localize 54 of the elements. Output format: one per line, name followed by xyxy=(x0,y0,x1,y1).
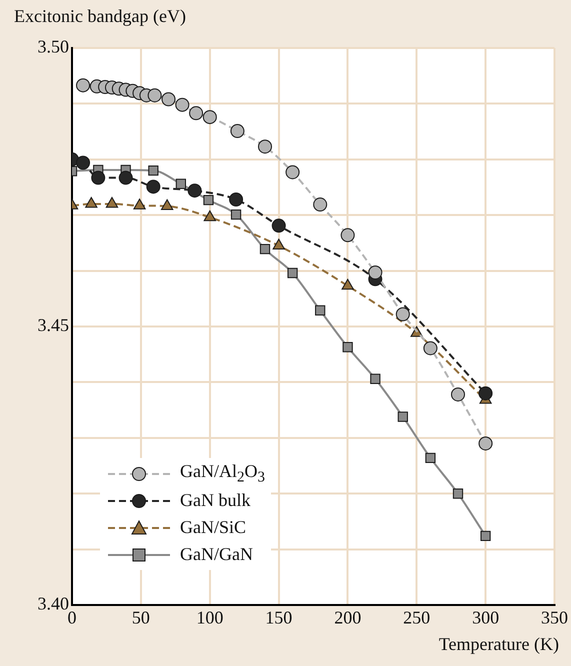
point xyxy=(423,341,438,356)
point xyxy=(340,228,355,242)
point xyxy=(260,244,270,254)
point xyxy=(176,178,186,190)
point xyxy=(315,305,326,316)
point xyxy=(480,530,491,542)
x-tick-label: 300 xyxy=(472,608,500,628)
legend-label: GaN/GaN xyxy=(180,544,253,565)
point xyxy=(189,106,204,120)
point xyxy=(148,88,162,102)
legend-label: GaN bulk xyxy=(180,490,250,511)
point xyxy=(146,180,160,194)
point xyxy=(230,124,244,138)
point xyxy=(76,156,90,170)
point xyxy=(202,110,217,124)
point xyxy=(287,268,298,278)
point xyxy=(478,436,493,450)
point xyxy=(368,265,382,280)
x-tick-label: 250 xyxy=(403,608,430,628)
point xyxy=(229,192,244,207)
point xyxy=(370,374,380,384)
point xyxy=(230,209,242,220)
y-tick-label: 3.45 xyxy=(38,315,69,336)
point xyxy=(188,184,202,198)
x-tick-label: 350 xyxy=(541,608,568,628)
point xyxy=(313,198,328,212)
legend-label: GaN/Al$_{2}$O$_{3}$ xyxy=(180,460,265,486)
x-tick-label: 0 xyxy=(68,608,76,628)
point xyxy=(452,488,464,499)
x-tick-label: 50 xyxy=(132,608,150,628)
point xyxy=(398,412,408,422)
point xyxy=(396,307,410,322)
x-tick-label: 200 xyxy=(334,608,362,628)
point xyxy=(91,170,106,185)
point xyxy=(272,218,286,233)
point xyxy=(203,194,214,206)
legend-label: GaN/SiC xyxy=(180,517,246,538)
x-axis-title: Temperature (K) xyxy=(438,634,559,655)
point xyxy=(451,387,465,402)
point xyxy=(175,98,190,112)
point xyxy=(118,170,133,185)
x-tick-label: 100 xyxy=(196,608,224,628)
point xyxy=(478,386,493,400)
point xyxy=(425,452,436,464)
point xyxy=(342,342,353,352)
point xyxy=(286,165,300,180)
point xyxy=(162,92,176,106)
x-tick-label: 150 xyxy=(265,608,292,628)
y-tick-label: 3.40 xyxy=(38,594,69,614)
point xyxy=(258,140,272,154)
point xyxy=(148,165,158,176)
y-axis-title: Excitonic bandgap (eV) xyxy=(14,6,186,27)
y-tick-label: 3.50 xyxy=(38,36,69,57)
point xyxy=(76,78,90,92)
